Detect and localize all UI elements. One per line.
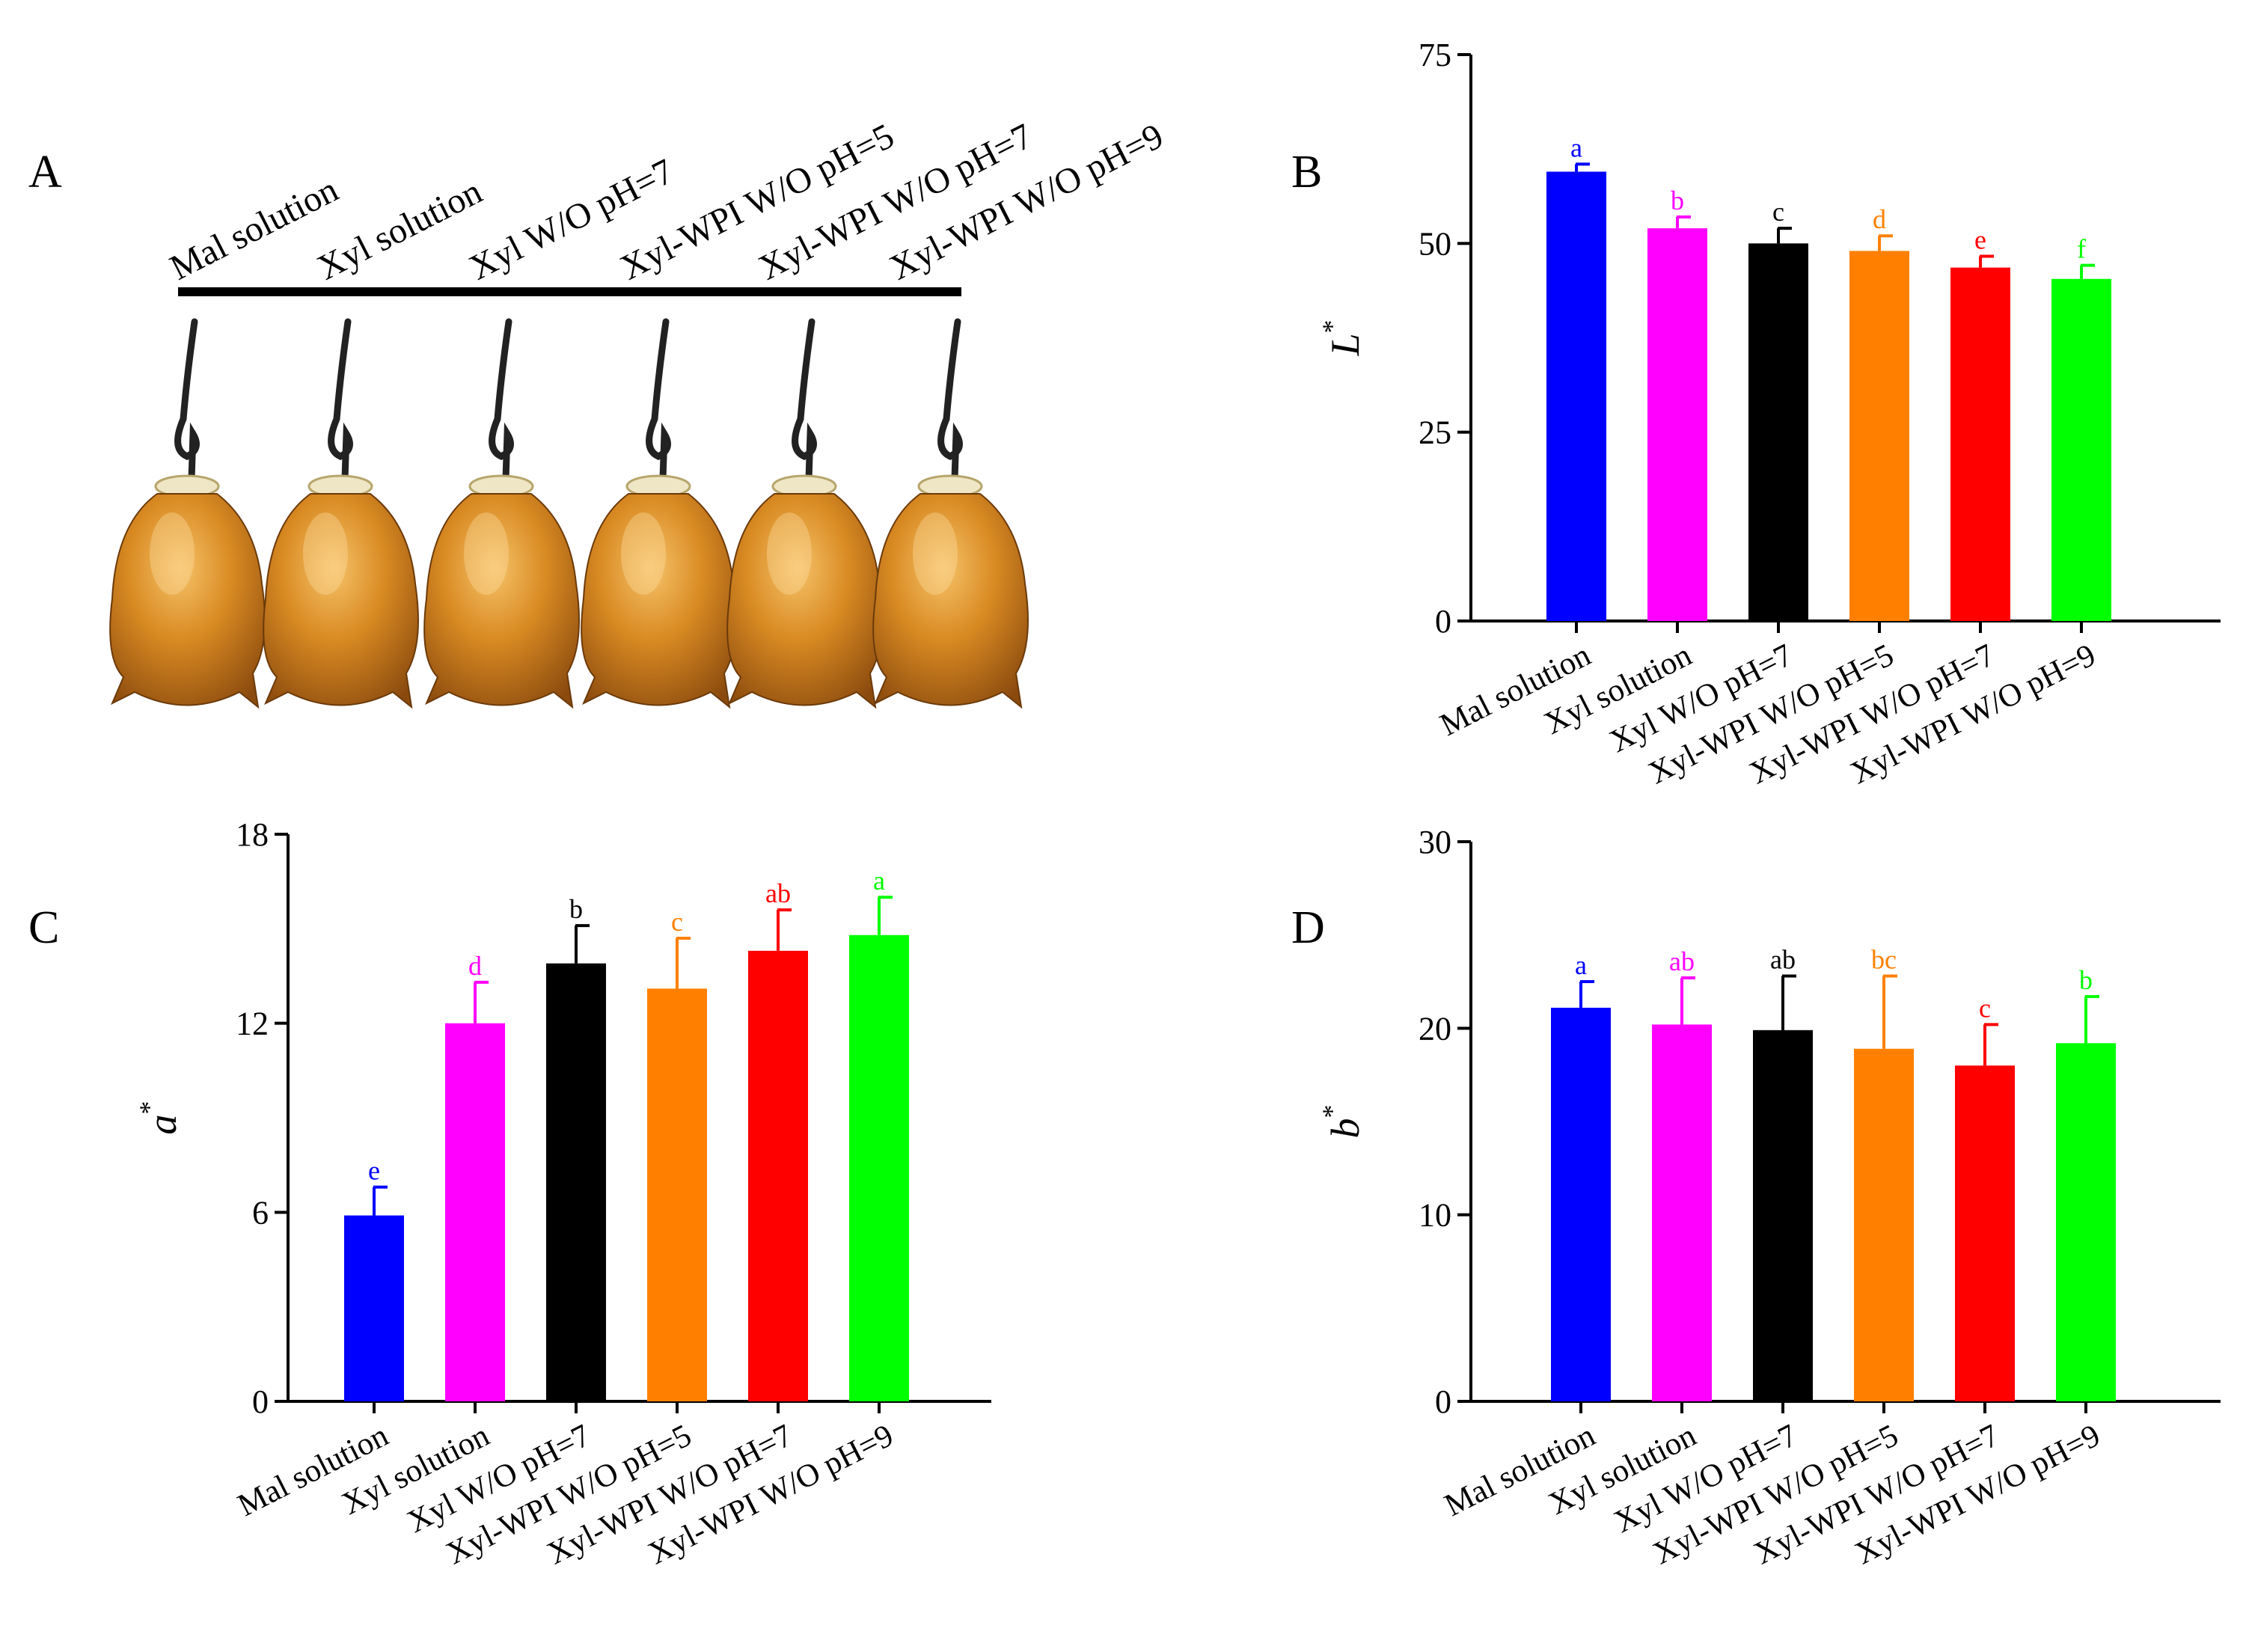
duck-photo [109,318,266,709]
bar [647,988,707,1401]
y-tick-label: 6 [252,1194,269,1231]
y-tick-label: 30 [1419,824,1451,860]
significance-letter: bc [1871,945,1897,975]
duck-body [263,493,419,709]
bar [1551,1007,1611,1401]
y-tick-label: 18 [236,816,269,853]
bar [1652,1024,1712,1401]
duck-body [423,493,580,709]
y-axis-label-main: b [1323,1119,1368,1139]
y-axis-label: b* [1317,1105,1368,1139]
significance-letter: e [1974,224,1986,254]
duck-photo [872,318,1029,709]
y-tick-label: 0 [252,1383,269,1420]
panel-b-letter: B [1291,147,1322,198]
bar [344,1215,404,1401]
duck-highlight [464,513,509,595]
duck-photo [263,318,419,709]
duck-body [581,493,737,709]
bar [748,950,808,1401]
bar [1854,1048,1914,1401]
panel-c-letter: C [28,902,59,953]
duck-highlight [150,513,195,595]
duck-photo [581,318,737,709]
y-tick-label: 20 [1419,1010,1451,1047]
bar [849,934,909,1401]
panel-d-letter: D [1291,902,1325,953]
significance-letter: f [2077,234,2086,264]
significance-letter: b [569,894,583,924]
panel-a-label: Xyl solution [311,171,489,288]
significance-letter: c [1772,197,1784,227]
significance-letter: d [468,951,482,981]
duck-highlight [767,513,812,595]
y-tick-label: 50 [1419,225,1451,262]
duck-photo [423,318,580,709]
bar [445,1023,505,1401]
significance-letter: b [1671,186,1684,215]
duck-body [872,493,1029,709]
duck-highlight [913,513,958,595]
panel-a-label: Mal solution [164,170,344,288]
significance-letter: ab [1669,946,1695,976]
y-axis-label-sup: * [1317,1105,1347,1119]
y-tick-label: 75 [1419,37,1451,73]
hook-icon [792,318,817,483]
hook-icon [646,318,671,483]
bar [1753,1030,1813,1401]
significance-letter: ab [1770,945,1796,975]
significance-letter: a [1570,132,1582,162]
duck-photo [726,318,883,709]
bar [1748,243,1808,621]
bar [2051,278,2111,621]
y-tick-label: 0 [1435,1383,1451,1420]
bar [1950,267,2010,621]
y-axis-label: a* [134,1101,185,1135]
y-axis-label-main: a [140,1115,185,1135]
y-axis-label-main: L [1323,333,1368,356]
significance-letter: c [1979,993,1991,1023]
bar [2056,1043,2116,1401]
significance-letter: a [873,866,885,896]
significance-letter: d [1873,204,1886,234]
y-axis-label-sup: * [1317,319,1347,333]
bar [1955,1065,2015,1401]
hook-icon [328,318,353,483]
bar [1849,251,1909,621]
y-axis-label-sup: * [134,1101,164,1115]
y-tick-label: 0 [1435,603,1451,640]
significance-letter: e [368,1156,380,1186]
bar [1546,171,1606,622]
hook-icon [174,318,200,483]
significance-letter: ab [765,878,791,908]
panel-a-letter: A [28,147,62,198]
y-axis-label: L* [1317,319,1368,356]
roast-duck-photos [109,318,1029,709]
y-tick-label: 12 [236,1006,269,1042]
bar [546,963,606,1401]
y-tick-label: 10 [1419,1197,1451,1234]
significance-letter: a [1575,950,1587,980]
duck-highlight [621,513,666,595]
duck-highlight [303,513,348,595]
y-tick-label: 25 [1419,414,1451,451]
significance-letter: c [671,907,683,937]
hook-icon [937,318,963,483]
duck-body [109,493,266,709]
duck-body [726,493,883,709]
significance-letter: b [2079,965,2093,995]
hook-icon [489,318,514,483]
bar [1647,228,1707,621]
